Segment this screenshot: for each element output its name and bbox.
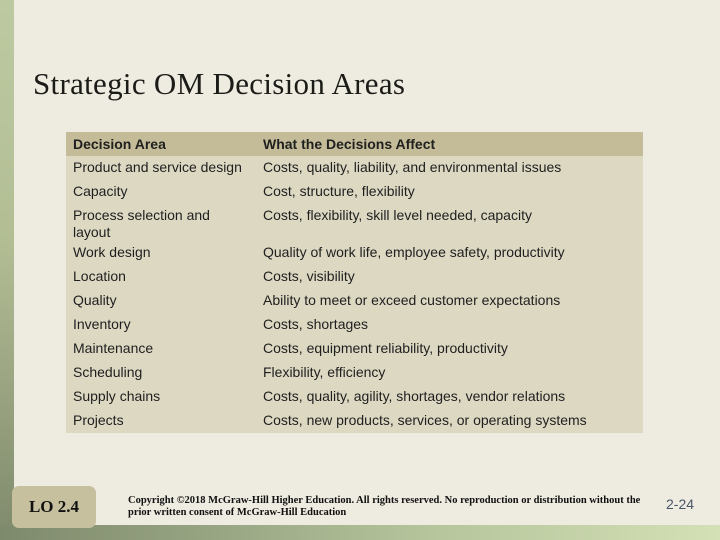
decision-area-cell: Projects <box>73 412 124 428</box>
decisions-affect-cell: Costs, shortages <box>263 316 369 332</box>
decisions-affect-cell: Costs, visibility <box>263 268 355 284</box>
decision-area-cell: Scheduling <box>73 364 143 380</box>
table-header-row: Decision Area What the Decisions Affect <box>66 132 643 156</box>
table-row: Capacity Cost, structure, flexibility <box>66 180 643 204</box>
learning-objective-label: LO 2.4 <box>28 497 80 516</box>
table-row: Supply chains Costs, quality, agility, s… <box>66 385 643 409</box>
table-row: Product and service design Costs, qualit… <box>66 156 643 180</box>
table-row: Quality Ability to meet or exceed custom… <box>66 289 643 313</box>
decision-areas-table: Decision Area What the Decisions Affect … <box>66 132 643 433</box>
page-number: 2-24 <box>666 496 695 512</box>
decision-area-cell: Quality <box>73 292 117 308</box>
decision-area-cell: Supply chains <box>73 388 161 404</box>
left-accent-strip <box>0 0 14 540</box>
decision-area-cell: Capacity <box>73 183 128 199</box>
learning-objective-badge: LO 2.4 <box>12 486 96 528</box>
column-header-decisions-affect: What the Decisions Affect <box>263 136 436 152</box>
table-row: Scheduling Flexibility, efficiency <box>66 361 643 385</box>
decisions-affect-cell: Ability to meet or exceed customer expec… <box>263 292 561 308</box>
table-row: Maintenance Costs, equipment reliability… <box>66 337 643 361</box>
slide-title: Strategic OM Decision Areas <box>33 66 406 101</box>
decisions-affect-cell: Costs, equipment reliability, productivi… <box>263 340 508 356</box>
decisions-affect-cell: Costs, new products, services, or operat… <box>263 412 587 428</box>
decisions-affect-cell: Costs, flexibility, skill level needed, … <box>263 207 532 223</box>
decisions-affect-cell: Costs, quality, liability, and environme… <box>263 159 562 175</box>
column-header-decision-area: Decision Area <box>73 136 166 152</box>
decisions-affect-cell: Cost, structure, flexibility <box>263 183 415 199</box>
table-row: Projects Costs, new products, services, … <box>66 409 643 433</box>
decision-area-cell: Work design <box>73 244 151 260</box>
decision-area-cell: Maintenance <box>73 340 154 356</box>
copyright-notice: Copyright ©2018 McGraw-Hill Higher Educa… <box>128 495 641 518</box>
table-row: Location Costs, visibility <box>66 265 643 289</box>
decision-area-cell: Product and service design <box>73 159 242 175</box>
decision-area-cell: Inventory <box>73 316 131 332</box>
decisions-affect-cell: Costs, quality, agility, shortages, vend… <box>263 388 566 404</box>
decision-area-cell: Process selection and layout <box>73 207 210 240</box>
table-row: Process selection and layout Costs, flex… <box>66 204 643 241</box>
decisions-affect-cell: Quality of work life, employee safety, p… <box>263 244 565 260</box>
bottom-accent-band <box>0 525 720 540</box>
table-row: Work design Quality of work life, employ… <box>66 241 643 265</box>
decision-area-cell: Location <box>73 268 126 284</box>
decisions-affect-cell: Flexibility, efficiency <box>263 364 386 380</box>
table-row: Inventory Costs, shortages <box>66 313 643 337</box>
